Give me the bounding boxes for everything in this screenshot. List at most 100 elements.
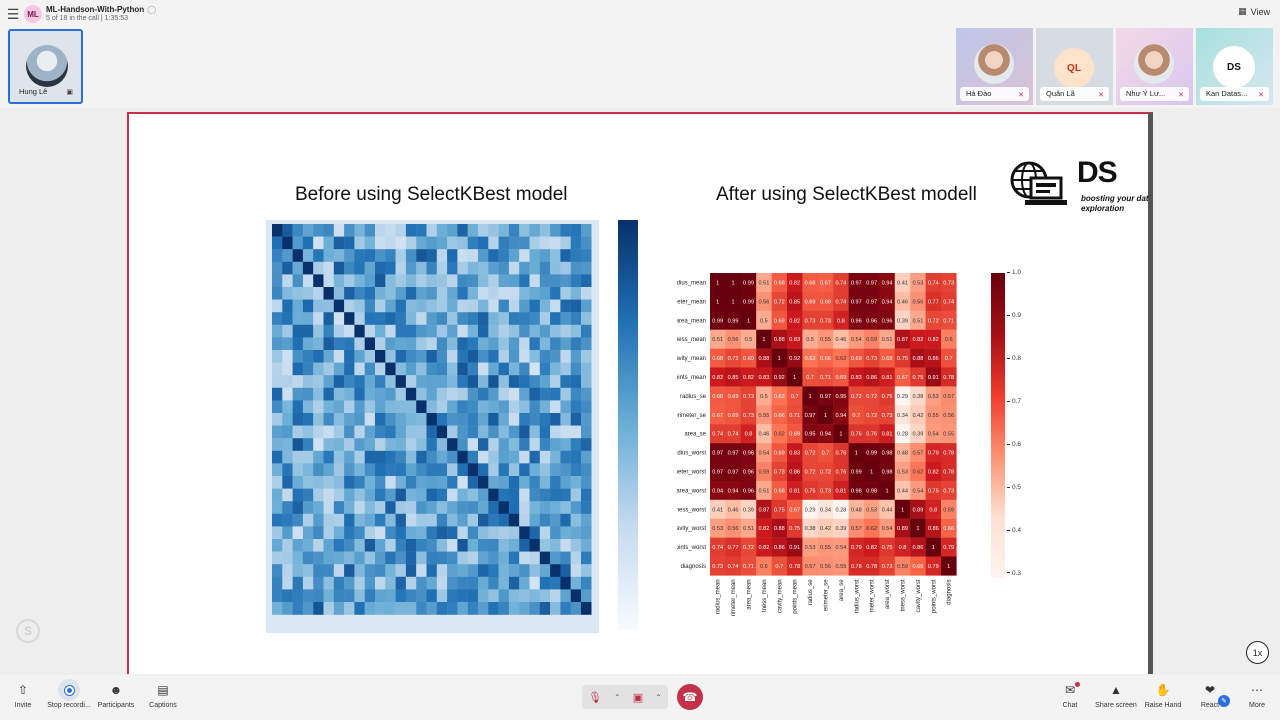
heatmap-cell (817, 348, 834, 368)
heatmap-cell (550, 324, 561, 338)
heatmap-cell (385, 576, 396, 590)
heatmap-cell (354, 539, 365, 552)
heatmap-cell (333, 513, 345, 527)
heatmap-cell (364, 488, 376, 502)
heatmap-cell-label: 0.46 (897, 299, 908, 305)
heatmap-cell-label: 0.69 (851, 356, 862, 362)
heatmap-cell (508, 551, 520, 565)
mic-off-icon[interactable]: 🎙 (588, 691, 602, 704)
more-button[interactable]: ⋯ More (1229, 679, 1280, 709)
heatmap-cell (375, 400, 386, 414)
colorbar-tick-label: 0.8 (1007, 355, 1021, 362)
heatmap-cell (756, 462, 772, 482)
heatmap-cell (508, 261, 520, 275)
heatmap-cell (508, 350, 520, 363)
heatmap-cell (560, 299, 571, 313)
heatmap-cell (344, 576, 355, 590)
heatmap-cell (560, 249, 571, 262)
heatmap-cell (539, 425, 551, 439)
heatmap-cell (894, 348, 911, 368)
heatmap-cell (354, 589, 365, 603)
heatmap-cell (864, 310, 880, 330)
playback-speed-badge[interactable]: 1x (1246, 641, 1269, 664)
view-button[interactable]: ▦ View (1238, 6, 1270, 17)
stop-recording-button[interactable]: Stop recordi... (41, 679, 97, 709)
heatmap-cell-label: 0.96 (882, 318, 893, 324)
heatmap-cell (436, 337, 448, 351)
participant-tile[interactable]: DS Kan Datas... ✕ (1196, 28, 1273, 105)
colorbar-tick-label: 0.6 (1007, 441, 1021, 448)
captions-button[interactable]: ▤ Captions (135, 679, 191, 709)
invite-button[interactable]: ⇧ Invite (0, 679, 51, 709)
heatmap-cell (756, 499, 772, 519)
heatmap-cell (364, 299, 376, 313)
shared-screen[interactable]: Before using SelectKBest model After usi… (127, 112, 1153, 674)
heatmap-cell (539, 526, 551, 540)
heatmap-cell (375, 299, 386, 313)
hamburger-menu-icon[interactable]: ☰ (6, 5, 20, 22)
heatmap-cell (323, 337, 334, 351)
heatmap-cell (550, 564, 561, 577)
hang-up-button[interactable]: ☎ (677, 684, 703, 710)
camera-off-icon[interactable]: ▣ (632, 691, 644, 704)
participant-tile[interactable]: Như Ý Lư... ✕ (1116, 28, 1193, 105)
raise-hand-button[interactable]: ✋ Raise Hand (1135, 679, 1191, 709)
meeting-title[interactable]: ML-Handson-With-Python ◯ (46, 5, 156, 14)
heatmap-cell-label: 0.83 (789, 451, 800, 457)
heatmap-cell (771, 537, 788, 557)
heatmap-cell-label: 0.71 (743, 564, 754, 570)
share-screen-button[interactable]: ▲ Share screen (1088, 679, 1144, 709)
heatmap-cell-label: 0.56 (758, 299, 769, 305)
self-video-tile[interactable]: Hung Lê ▣ (8, 29, 83, 104)
heatmap-cell (498, 299, 510, 313)
heatmap-cell (395, 463, 407, 477)
heatmap-cell (833, 537, 849, 557)
react-button[interactable]: ❤ ✎ React (1182, 679, 1238, 709)
participants-button[interactable]: ☻ Participants (88, 679, 144, 709)
heatmap-cell (282, 224, 293, 237)
heatmap-cell-label: 0.44 (897, 488, 908, 494)
heatmap-cell (894, 499, 911, 519)
chevron-up-icon[interactable]: ⌃ (655, 692, 662, 702)
heatmap-cell (333, 362, 345, 376)
heatmap-cell (478, 224, 489, 237)
heatmap-cell (447, 312, 458, 325)
heatmap-cell (354, 438, 365, 451)
heatmap-cell (529, 312, 540, 325)
heatmap-cell (426, 299, 437, 313)
heatmap-cell (879, 480, 895, 500)
participant-tile[interactable]: QL Quân Lã ✕ (1036, 28, 1113, 105)
heatmap-cell (333, 400, 345, 414)
heatmap-cell (581, 476, 592, 489)
heatmap-cell (436, 576, 448, 590)
slide-title-after: After using SelectKBest modell (716, 184, 977, 205)
heatmap-cell-label: 0.5 (806, 337, 814, 343)
heatmap-cell (787, 329, 803, 349)
heatmap-cell (436, 488, 448, 502)
heatmap-cell (302, 224, 314, 237)
heatmap-cell (447, 488, 458, 502)
heatmap-cell-label: 0.87 (758, 507, 769, 513)
heatmap-cell-label: 0.96 (743, 469, 754, 475)
heatmap-cell (740, 273, 757, 293)
heatmap-cell-label: 0.8 (899, 545, 907, 551)
heatmap-cell (292, 337, 304, 351)
heatmap-cell (910, 537, 926, 557)
heatmap-cell-label: 0.75 (912, 375, 923, 381)
heatmap-cell-label: 0.59 (866, 337, 877, 343)
heatmap-cell (302, 249, 314, 262)
chevron-up-icon[interactable]: ⌃ (614, 692, 621, 702)
heatmap-cell (539, 476, 551, 489)
heatmap-cell-label: 0.67 (820, 280, 831, 286)
heatmap-cell (581, 299, 592, 313)
heatmap-cell (292, 602, 304, 615)
heatmap-cell (302, 274, 314, 288)
heatmap-cell (354, 576, 365, 590)
heatmap-cell (529, 375, 540, 388)
chat-button[interactable]: ✉ Chat (1042, 679, 1098, 709)
heatmap-cell (416, 463, 427, 477)
heatmap-cell (498, 400, 510, 414)
participant-tile[interactable]: Hà Đào ✕ (956, 28, 1033, 105)
heatmap-cell (833, 367, 849, 387)
column-tick-label: meter_worst (870, 579, 876, 612)
